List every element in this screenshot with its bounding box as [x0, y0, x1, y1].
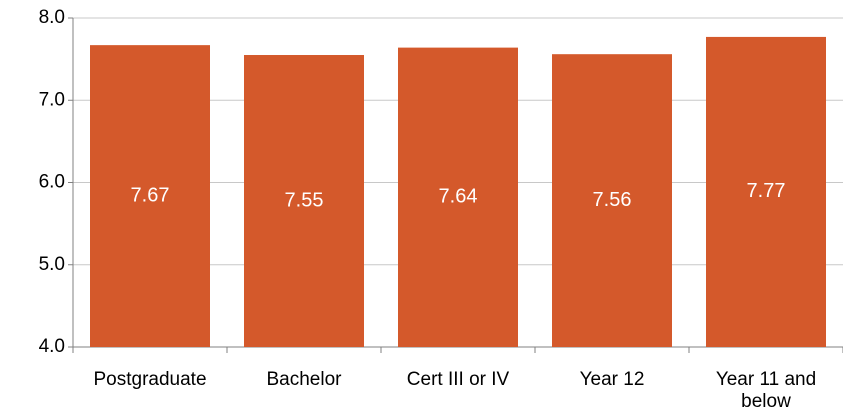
bar	[244, 55, 364, 347]
data-label: 7.56	[593, 189, 632, 211]
x-tick-label: Cert III or IV	[407, 369, 510, 390]
y-tick-label: 4.0	[39, 336, 65, 357]
y-tick-label: 7.0	[39, 89, 65, 110]
bar	[398, 47, 518, 348]
y-tick-label: 5.0	[39, 254, 65, 275]
data-label: 7.77	[747, 180, 786, 202]
data-label: 7.67	[131, 184, 170, 206]
x-tick-label: Postgraduate	[93, 369, 206, 390]
data-label: 7.64	[439, 186, 478, 208]
bar	[90, 45, 210, 348]
bar	[706, 36, 826, 347]
x-tick-label: Year 11 and below	[716, 369, 816, 412]
y-tick-label: 8.0	[39, 7, 65, 28]
bar	[552, 54, 672, 347]
x-tick-label: Bachelor	[267, 369, 343, 390]
x-tick-label: Year 12	[580, 369, 645, 390]
data-label: 7.55	[285, 189, 324, 211]
y-tick-label: 6.0	[39, 172, 65, 193]
